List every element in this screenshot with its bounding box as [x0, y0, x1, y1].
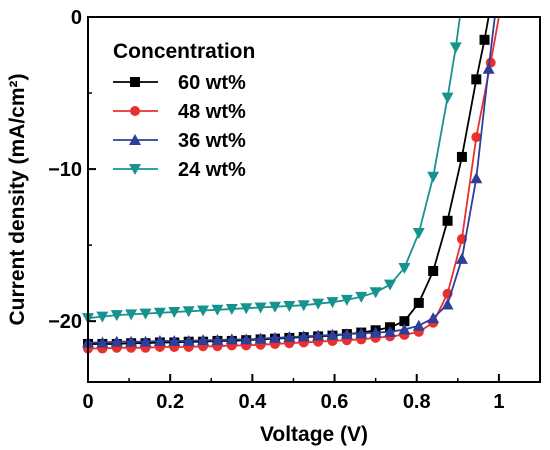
data-point: [125, 309, 138, 321]
x-tick-label: 0.8: [403, 391, 431, 413]
data-point: [254, 332, 267, 344]
data-point: [197, 334, 210, 346]
data-point: [355, 327, 368, 339]
data-point: [125, 335, 138, 347]
data-point: [413, 297, 424, 308]
legend-marker: [130, 77, 140, 87]
x-tick-label: 0: [82, 391, 93, 413]
data-point: [312, 298, 325, 310]
legend: Concentration 60 wt% 48 wt% 36 wt% 24 wt%: [113, 40, 255, 181]
legend-item: 36 wt%: [113, 130, 246, 152]
data-point: [355, 291, 368, 303]
data-point: [96, 336, 109, 348]
legend-label: 60 wt%: [178, 72, 246, 94]
series-layer: [82, 16, 500, 354]
data-point: [369, 287, 382, 299]
legend-label: 48 wt%: [178, 101, 246, 123]
data-point: [479, 34, 490, 45]
data-point: [168, 334, 181, 346]
data-point: [225, 304, 238, 315]
data-point: [384, 325, 397, 337]
x-tick-label: 1: [493, 391, 504, 413]
data-point: [412, 227, 425, 239]
data-point: [225, 333, 238, 345]
legend-items: 60 wt% 48 wt% 36 wt% 24 wt%: [113, 72, 246, 181]
data-point: [96, 311, 109, 323]
y-tick-label: −20: [48, 311, 82, 333]
data-point: [412, 319, 425, 331]
series-3: [82, 16, 462, 325]
data-point: [470, 172, 483, 184]
data-point: [168, 307, 181, 319]
data-point: [297, 330, 310, 342]
data-point: [326, 297, 339, 309]
legend-item: 48 wt%: [113, 101, 246, 123]
data-point: [428, 265, 439, 276]
data-point: [197, 305, 210, 317]
data-point: [441, 92, 454, 104]
series-line: [87, 16, 461, 319]
data-point: [110, 335, 123, 347]
legend-marker: [129, 134, 141, 145]
series-line: [88, 16, 490, 345]
data-point: [139, 335, 152, 347]
data-point: [182, 306, 195, 318]
data-point: [240, 333, 253, 345]
data-point: [471, 74, 482, 85]
data-point: [427, 171, 440, 183]
data-point: [369, 326, 382, 338]
y-axis-title: Current density (mA/cm²): [6, 73, 29, 325]
data-point: [340, 294, 353, 306]
plot-frame: [87, 16, 541, 383]
legend-item: 24 wt%: [113, 159, 246, 181]
data-point: [398, 323, 411, 335]
data-point: [471, 132, 482, 143]
data-point: [326, 328, 339, 340]
series-0: [83, 16, 490, 349]
data-point: [398, 262, 411, 274]
data-point: [340, 328, 353, 340]
data-point: [182, 334, 195, 346]
legend-label: 36 wt%: [178, 130, 246, 152]
data-point: [240, 303, 253, 315]
y-tick-label: −10: [48, 159, 82, 181]
series-line: [88, 16, 500, 350]
data-point: [110, 310, 123, 322]
data-point: [442, 215, 453, 226]
data-point: [427, 312, 440, 324]
legend-marker: [130, 106, 140, 116]
legend-marker: [129, 164, 141, 175]
data-point: [456, 151, 467, 162]
y-tick-label: 0: [71, 7, 82, 29]
data-point: [153, 334, 166, 346]
data-point: [254, 302, 267, 314]
data-point: [283, 331, 296, 343]
data-point: [399, 316, 410, 327]
data-point: [139, 308, 152, 320]
data-point: [449, 42, 462, 54]
series-2: [82, 16, 496, 348]
legend-title: Concentration: [113, 40, 255, 63]
ticks-layer: 0 0.2 0.4 0.6 0.8 1 0 −10 −20: [48, 7, 541, 413]
data-point: [312, 329, 325, 341]
data-point: [211, 334, 224, 346]
legend-label: 24 wt%: [178, 159, 246, 181]
x-tick-label: 0.6: [321, 391, 349, 413]
x-tick-label: 0.2: [156, 391, 184, 413]
data-point: [268, 301, 281, 313]
data-point: [482, 62, 495, 74]
legend-item: 60 wt%: [113, 72, 246, 94]
data-point: [153, 307, 166, 319]
x-axis-title: Voltage (V): [260, 423, 368, 446]
data-point: [455, 252, 468, 264]
data-point: [283, 300, 296, 312]
data-point: [441, 298, 454, 310]
data-point: [211, 304, 224, 316]
data-point: [268, 331, 281, 343]
data-point: [384, 279, 397, 291]
x-tick-label: 0.4: [238, 391, 267, 413]
data-point: [297, 300, 310, 312]
